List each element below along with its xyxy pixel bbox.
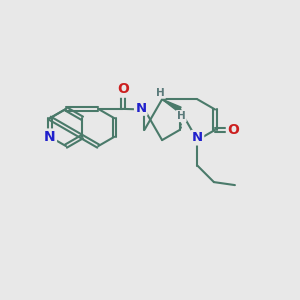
Text: N: N	[192, 131, 203, 144]
Text: N: N	[135, 101, 146, 115]
Polygon shape	[162, 99, 181, 112]
Text: O: O	[117, 82, 129, 96]
Text: N: N	[44, 130, 56, 144]
Text: H: H	[177, 111, 186, 121]
Text: H: H	[156, 88, 165, 98]
Text: O: O	[227, 123, 239, 137]
